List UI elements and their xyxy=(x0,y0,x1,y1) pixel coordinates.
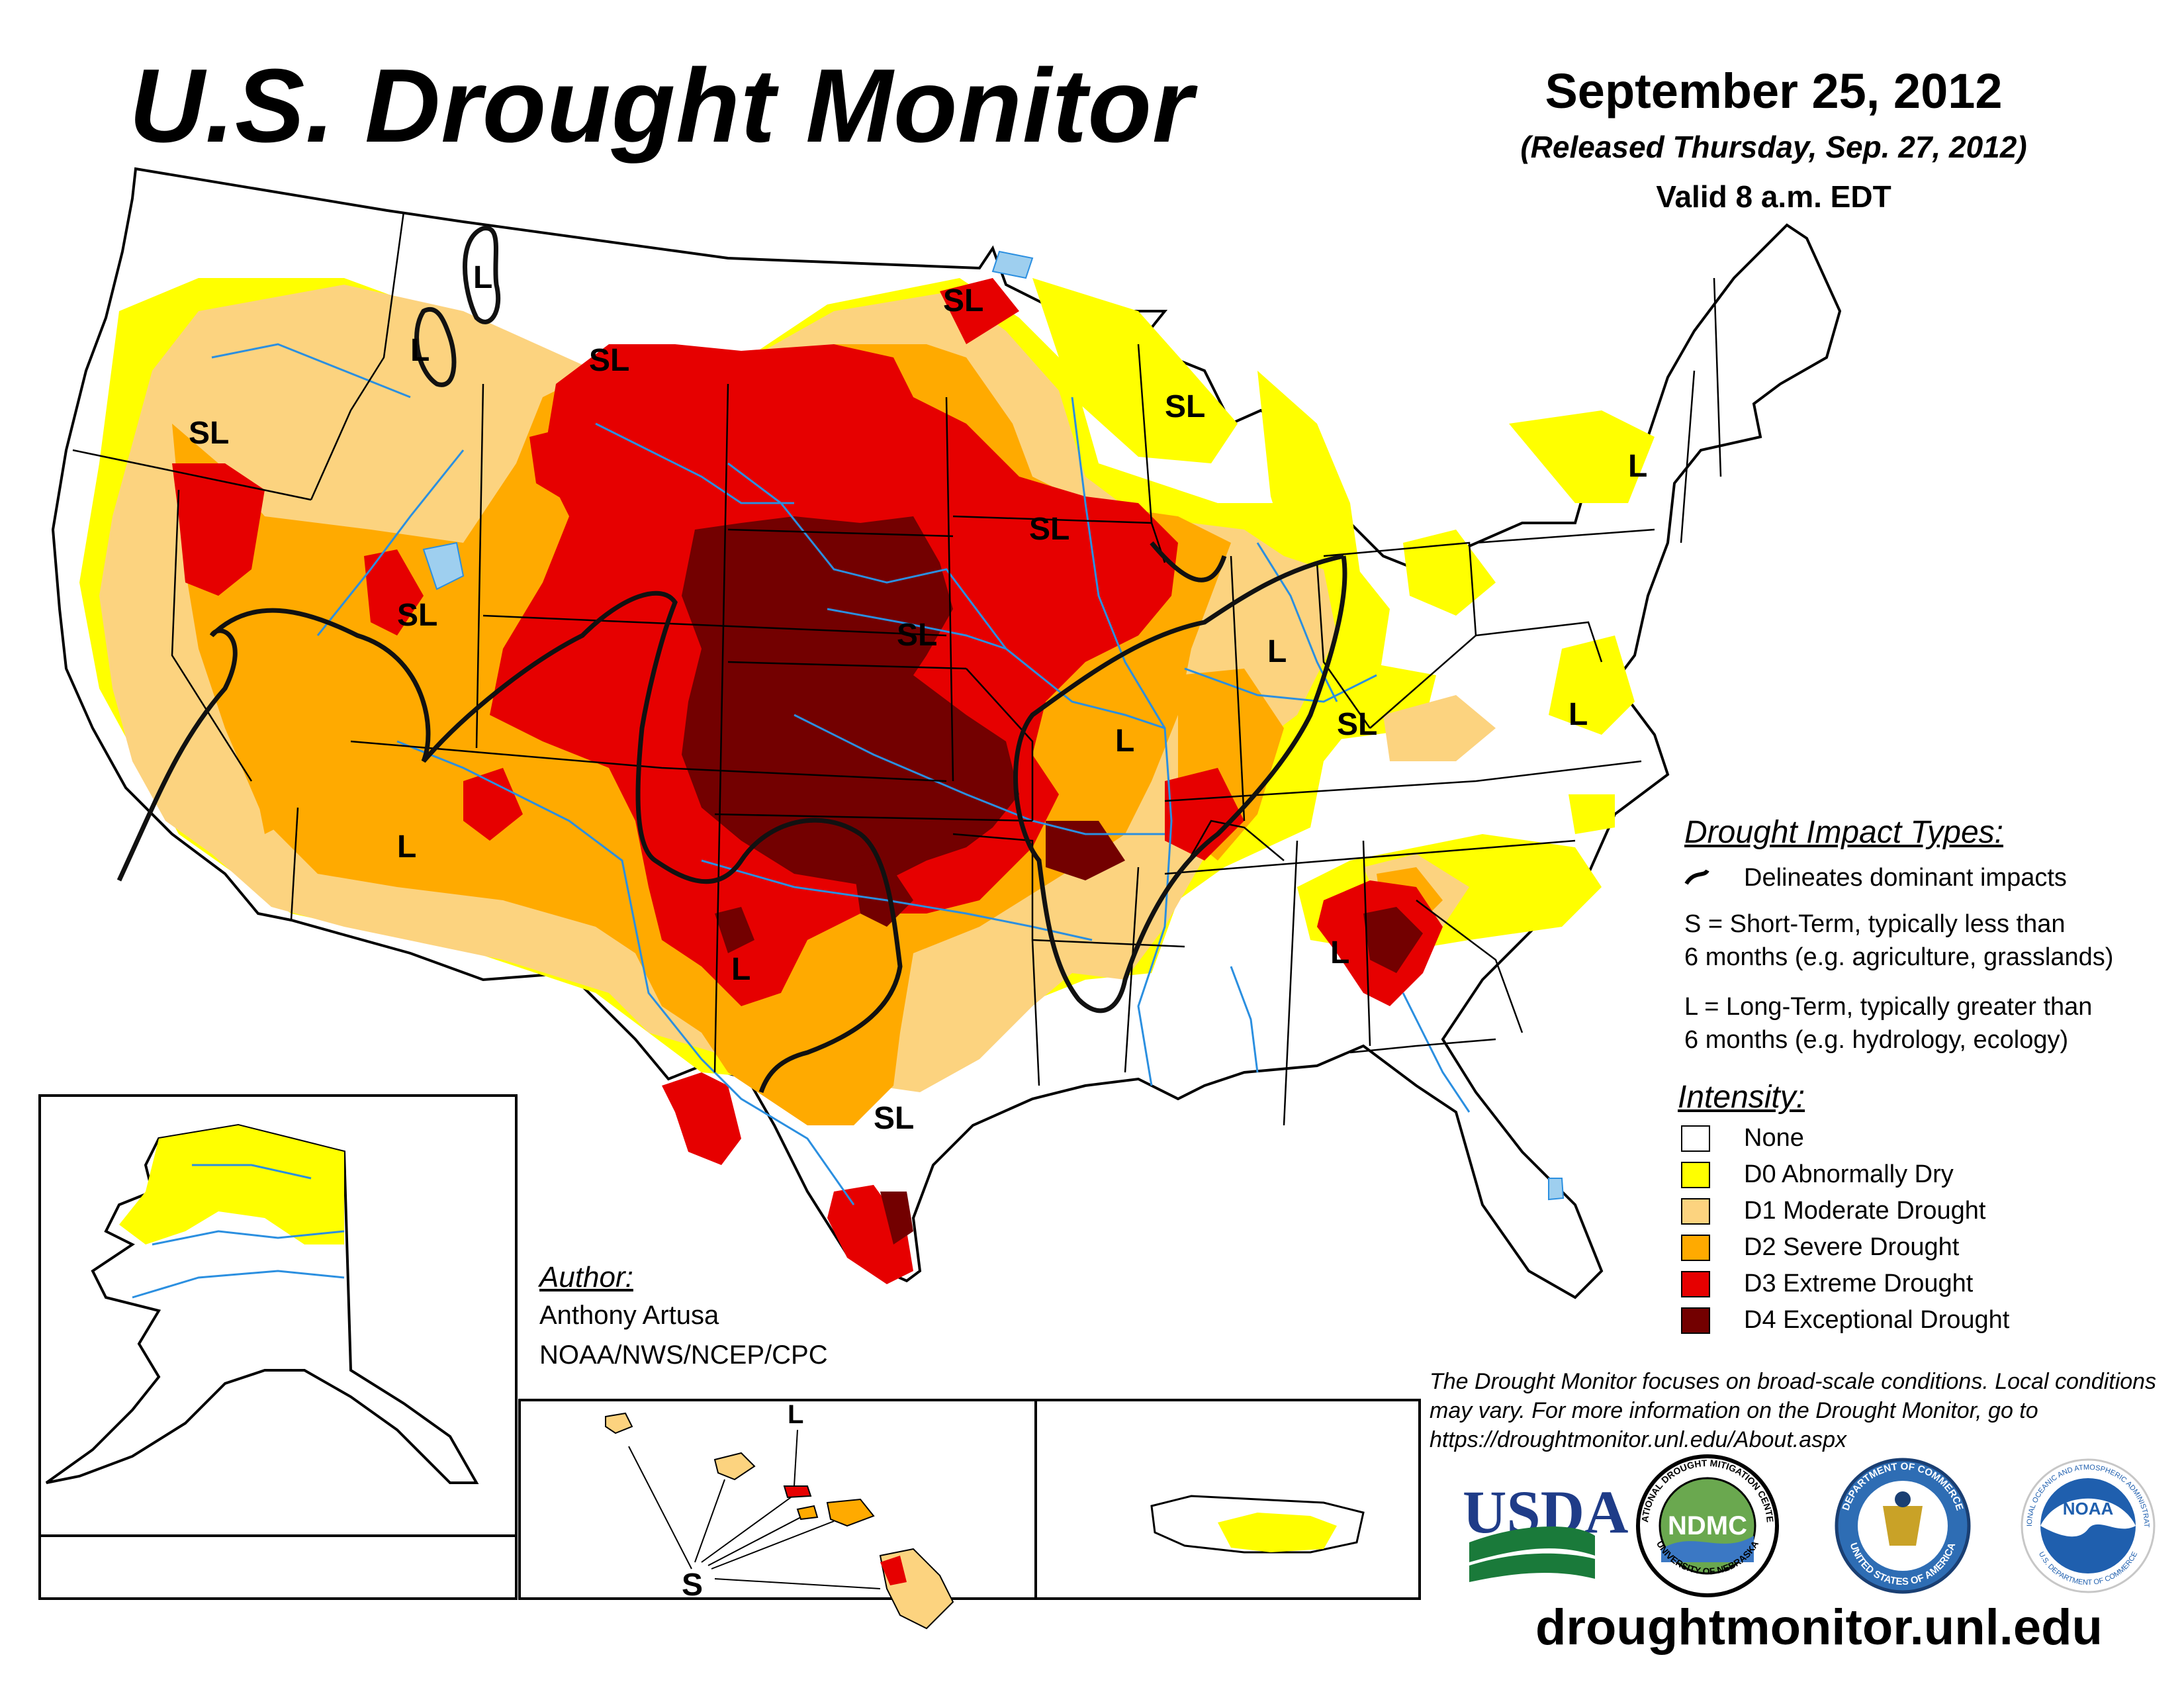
impact-legend-s-line1: S = Short-Term, typically less than xyxy=(1684,910,2066,938)
svg-text:NOAA: NOAA xyxy=(2063,1499,2114,1519)
label-sl: SL xyxy=(1029,512,1069,547)
label-l: L xyxy=(788,1400,803,1429)
impact-legend-s-line2: 6 months (e.g. agriculture, grasslands) xyxy=(1684,943,2114,971)
label-l: L xyxy=(1330,935,1349,970)
label-l: L xyxy=(1628,449,1647,484)
label-l: L xyxy=(397,829,416,865)
intensity-label: None xyxy=(1744,1124,1804,1152)
label-l: L xyxy=(473,260,492,295)
author-heading: Author: xyxy=(539,1261,633,1293)
intensity-label: D2 Severe Drought xyxy=(1744,1233,1960,1261)
hawaii-inset: S L xyxy=(518,1399,1037,1630)
label-sl: SL xyxy=(897,618,937,653)
usda-logo: USDA xyxy=(1463,1478,1628,1582)
puerto-rico-inset xyxy=(1034,1399,1421,1600)
intensity-swatch xyxy=(1681,1162,1710,1188)
label-sl: SL xyxy=(874,1101,914,1136)
map-date: September 25, 2012 xyxy=(1545,64,2003,118)
author-name: Anthony Artusa xyxy=(539,1301,719,1330)
label-l: L xyxy=(1115,724,1134,759)
intensity-swatch xyxy=(1681,1235,1710,1261)
state-borders xyxy=(72,211,1722,1126)
label-sl: SL xyxy=(589,343,629,378)
conus-map: SL SL SL SL SL SL SL SL SL L L L L L L L… xyxy=(51,167,1842,1299)
alaska-d0 xyxy=(119,1125,344,1244)
svg-text:NDMC: NDMC xyxy=(1668,1511,1747,1540)
intensity-label: D4 Exceptional Drought xyxy=(1744,1306,2010,1334)
label-sl: SL xyxy=(189,416,229,451)
label-sl: SL xyxy=(397,598,437,633)
intensity-swatch xyxy=(1681,1198,1710,1225)
valid-time: Valid 8 a.m. EDT xyxy=(1656,179,1891,214)
intensity-swatch xyxy=(1681,1271,1710,1297)
intensity-swatch xyxy=(1681,1307,1710,1334)
impact-delineation xyxy=(116,226,1347,1094)
commerce-seal: DEPARTMENT OF COMMERCE UNITED STATES OF … xyxy=(1835,1458,1971,1594)
intensity-swatch xyxy=(1681,1125,1710,1152)
map-title: U.S. Drought Monitor xyxy=(129,48,1194,164)
intensity-label: D3 Extreme Drought xyxy=(1744,1270,1974,1297)
label-sl: SL xyxy=(943,283,983,318)
label-sl: SL xyxy=(1337,707,1377,742)
intensity-legend-title: Intensity: xyxy=(1678,1080,1805,1115)
label-l: L xyxy=(1267,634,1287,669)
author-org: NOAA/NWS/NCEP/CPC xyxy=(539,1340,828,1370)
website-url[interactable]: droughtmonitor.unl.edu xyxy=(1535,1599,2103,1656)
intensity-label: D0 Abnormally Dry xyxy=(1744,1160,1954,1188)
alaska-inset xyxy=(38,1094,518,1600)
label-s: S xyxy=(682,1568,703,1603)
intensity-label: D1 Moderate Drought xyxy=(1744,1197,1986,1225)
label-l: L xyxy=(410,333,430,368)
label-sl: SL xyxy=(1165,389,1205,424)
release-date: (Released Thursday, Sep. 27, 2012) xyxy=(1520,130,2027,164)
impact-legend-title: Drought Impact Types: xyxy=(1684,815,2003,850)
lakes xyxy=(422,250,1565,1201)
label-l: L xyxy=(731,952,751,987)
delineation-symbol xyxy=(1684,869,1709,885)
impact-legend-l-line1: L = Long-Term, typically greater than xyxy=(1684,993,2093,1021)
impact-labels: SL SL SL SL SL SL SL SL SL L L L L L L L… xyxy=(189,260,1647,1136)
label-l: L xyxy=(1569,697,1588,732)
impact-legend-delineates: Delineates dominant impacts xyxy=(1744,864,2067,892)
disclaimer-note: The Drought Monitor focuses on broad-sca… xyxy=(1430,1369,2157,1452)
rivers xyxy=(211,343,1471,1205)
impact-legend-l-line2: 6 months (e.g. hydrology, ecology) xyxy=(1684,1026,2069,1054)
d4-areas xyxy=(682,516,1423,1244)
